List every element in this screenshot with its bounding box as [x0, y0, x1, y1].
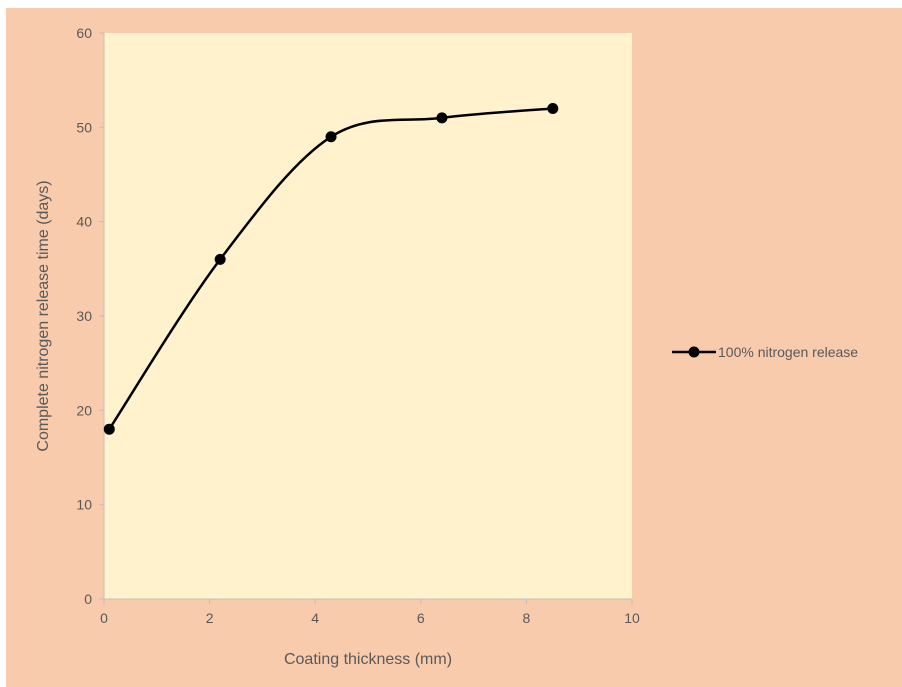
data-point	[214, 253, 226, 265]
y-tick-label: 10	[76, 497, 92, 513]
legend-entry-label: 100% nitrogen release	[718, 344, 858, 360]
x-axis-ticks: 0 2 4 6 8 10	[100, 599, 640, 626]
data-point	[436, 112, 448, 124]
y-tick-label: 20	[76, 402, 92, 418]
line-chart: 0 2 4 6 8 10 0 10 20 30 40 50 60 Coating thickness …	[6, 8, 902, 687]
data-point	[103, 423, 115, 435]
chart-area: 0 2 4 6 8 10 0 10 20 30 40 50 60 Coating thickness …	[6, 8, 902, 687]
data-point	[325, 131, 337, 143]
data-point	[547, 102, 559, 114]
series-layer	[103, 102, 559, 435]
y-axis-ticks: 0 10 20 30 40 50 60	[76, 25, 104, 607]
y-tick-label: 40	[76, 214, 92, 230]
y-tick-label: 30	[76, 308, 92, 324]
x-tick-label: 2	[206, 610, 214, 626]
plot-area	[104, 33, 632, 599]
x-tick-label: 6	[417, 610, 425, 626]
series-line	[108, 107, 553, 430]
legend: 100% nitrogen release	[672, 344, 858, 360]
y-tick-label: 60	[76, 25, 92, 41]
x-tick-label: 10	[624, 610, 640, 626]
x-tick-label: 0	[100, 610, 108, 626]
x-tick-label: 8	[523, 610, 531, 626]
legend-marker	[688, 346, 700, 358]
x-tick-label: 4	[311, 610, 319, 626]
y-axis-title: Complete nitrogen release time (days)	[35, 180, 52, 451]
x-axis-title: Coating thickness (mm)	[284, 651, 452, 668]
y-tick-label: 0	[84, 591, 92, 607]
y-tick-label: 50	[76, 119, 92, 135]
